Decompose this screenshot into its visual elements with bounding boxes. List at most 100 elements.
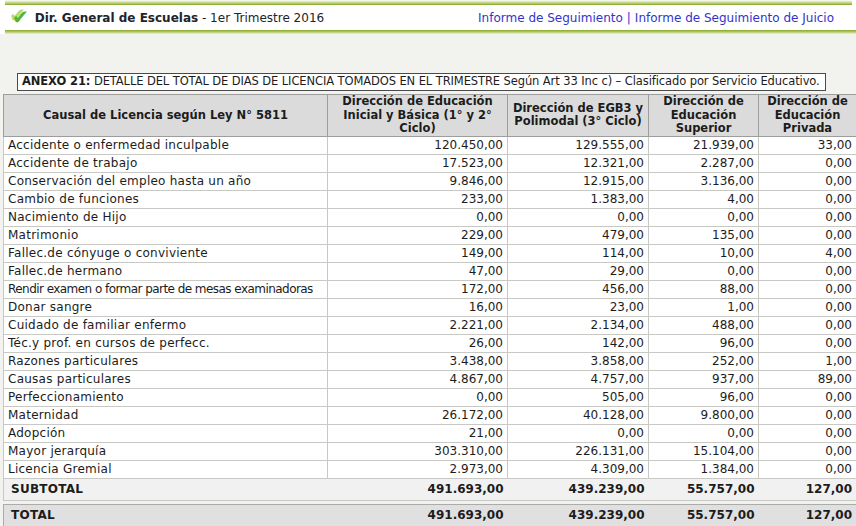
subtotal-value: 439.239,00 (508, 478, 649, 500)
row-value: 0,00 (508, 208, 649, 226)
row-value: 479,00 (508, 226, 649, 244)
link-separator: | (627, 11, 631, 25)
row-value: 0,00 (649, 424, 759, 442)
table-caption: ANEXO 21: DETALLE DEL TOTAL DE DIAS DE L… (17, 73, 826, 91)
table-row: Fallec.de hermano47,0029,000,000,00 (4, 262, 856, 280)
col-header-inicial-basica: Dirección de Educación Inicial y Básica … (328, 95, 508, 137)
total-value: 127,00 (759, 504, 856, 526)
link-informe-seguimiento-juicio[interactable]: Informe de Seguimiento de Juicio (635, 11, 834, 25)
row-label: Perfeccionamiento (4, 388, 328, 406)
row-value: 3.136,00 (649, 172, 759, 190)
row-value: 1.383,00 (508, 190, 649, 208)
total-value: 439.239,00 (508, 504, 649, 526)
total-value: 491.693,00 (328, 504, 508, 526)
page-title: Dir. General de Escuelas - 1er Trimestre… (35, 11, 324, 25)
row-value: 0,00 (759, 460, 856, 478)
top-bar: ✔ Dir. General de Escuelas - 1er Trimest… (0, 0, 856, 34)
row-label: Donar sangre (4, 298, 328, 316)
row-value: 21.939,00 (649, 136, 759, 154)
row-label: Matrimonio (4, 226, 328, 244)
subtotal-value: 491.693,00 (328, 478, 508, 500)
row-value: 96,00 (649, 388, 759, 406)
row-label: Rendir examen o formar parte de mesas ex… (4, 280, 328, 298)
row-value: 226.131,00 (508, 442, 649, 460)
row-value: 0,00 (649, 208, 759, 226)
row-value: 488,00 (649, 316, 759, 334)
table-row: Accidente o enfermedad inculpable120.450… (4, 136, 856, 154)
row-value: 33,00 (759, 136, 856, 154)
table-row: Causas particulares4.867,004.757,00937,0… (4, 370, 856, 388)
row-value: 233,00 (328, 190, 508, 208)
row-value: 96,00 (649, 334, 759, 352)
row-value: 129.555,00 (508, 136, 649, 154)
table-row: Donar sangre16,0023,001,000,00 (4, 298, 856, 316)
row-value: 2.973,00 (328, 460, 508, 478)
table-row: Conservación del empleo hasta un año9.84… (4, 172, 856, 190)
row-value: 2.134,00 (508, 316, 649, 334)
row-value: 9.800,00 (649, 406, 759, 424)
table-row: Cambio de funciones233,001.383,004,000,0… (4, 190, 856, 208)
row-label: Cambio de funciones (4, 190, 328, 208)
row-value: 12.321,00 (508, 154, 649, 172)
total-value: 55.757,00 (649, 504, 759, 526)
subtotal-value: 127,00 (759, 478, 856, 500)
row-label: Razones particulares (4, 352, 328, 370)
table-row: Adopción21,000,000,000,00 (4, 424, 856, 442)
table-row: Fallec.de cónyuge o conviviente149,00114… (4, 244, 856, 262)
row-value: 229,00 (328, 226, 508, 244)
row-label: Licencia Gremial (4, 460, 328, 478)
row-value: 4,00 (759, 244, 856, 262)
row-value: 0,00 (759, 388, 856, 406)
row-value: 0,00 (759, 280, 856, 298)
total-label: TOTAL (4, 504, 328, 526)
table-row: Mayor jerarquía303.310,00226.131,0015.10… (4, 442, 856, 460)
header-row: Causal de Licencia según Ley N° 5811 Dir… (4, 95, 856, 137)
row-label: Accidente o enfermedad inculpable (4, 136, 328, 154)
row-value: 1,00 (759, 352, 856, 370)
row-value: 2.221,00 (328, 316, 508, 334)
link-informe-seguimiento[interactable]: Informe de Seguimiento (478, 11, 623, 25)
row-value: 89,00 (759, 370, 856, 388)
total-row: TOTAL 491.693,00 439.239,00 55.757,00 12… (4, 504, 856, 526)
row-value: 15.104,00 (649, 442, 759, 460)
row-value: 29,00 (508, 262, 649, 280)
row-label: Adopción (4, 424, 328, 442)
row-value: 26,00 (328, 334, 508, 352)
row-value: 456,00 (508, 280, 649, 298)
col-header-superior: Dirección de Educación Superior (649, 95, 759, 137)
table-row: Maternidad26.172,0040.128,009.800,000,00 (4, 406, 856, 424)
row-label: Conservación del empleo hasta un año (4, 172, 328, 190)
caption-bold: ANEXO 21: (22, 74, 90, 88)
row-label: Mayor jerarquía (4, 442, 328, 460)
report-content: ANEXO 21: DETALLE DEL TOTAL DE DIAS DE L… (3, 73, 856, 526)
row-value: 17.523,00 (328, 154, 508, 172)
table-row: Cuidado de familiar enfermo2.221,002.134… (4, 316, 856, 334)
row-value: 0,00 (759, 424, 856, 442)
check-icon: ✔ (12, 7, 29, 27)
row-value: 0,00 (759, 190, 856, 208)
row-value: 3.858,00 (508, 352, 649, 370)
row-value: 23,00 (508, 298, 649, 316)
row-value: 47,00 (328, 262, 508, 280)
table-row: Accidente de trabajo17.523,0012.321,002.… (4, 154, 856, 172)
total-table: TOTAL 491.693,00 439.239,00 55.757,00 12… (3, 504, 856, 526)
row-value: 1.384,00 (649, 460, 759, 478)
row-value: 40.128,00 (508, 406, 649, 424)
row-label: Causas particulares (4, 370, 328, 388)
row-label: Fallec.de cónyuge o conviviente (4, 244, 328, 262)
row-label: Maternidad (4, 406, 328, 424)
row-value: 16,00 (328, 298, 508, 316)
row-value: 937,00 (649, 370, 759, 388)
row-value: 9.846,00 (328, 172, 508, 190)
row-value: 21,00 (328, 424, 508, 442)
row-value: 10,00 (649, 244, 759, 262)
row-value: 0,00 (759, 172, 856, 190)
table-row: Rendir examen o formar parte de mesas ex… (4, 280, 856, 298)
row-value: 0,00 (328, 208, 508, 226)
row-value: 0,00 (759, 334, 856, 352)
subtotal-value: 55.757,00 (649, 478, 759, 500)
caption-text: DETALLE DEL TOTAL DE DIAS DE LICENCIA TO… (90, 74, 819, 88)
bottom-accent-strip (5, 30, 856, 34)
col-header-privada: Dirección de Educación Privada (759, 95, 856, 137)
row-value: 12.915,00 (508, 172, 649, 190)
